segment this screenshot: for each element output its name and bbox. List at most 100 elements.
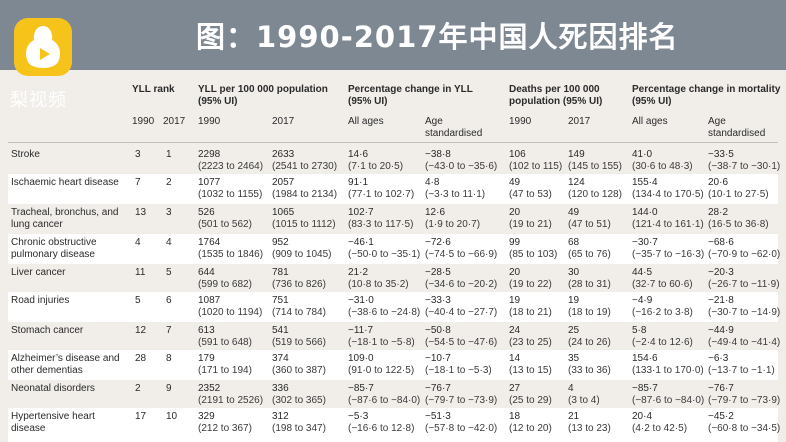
rank-cell: 12 [135, 325, 147, 336]
value: 1065 [272, 207, 295, 218]
cause-name: Road injuries [11, 295, 70, 306]
value-cell: 644 (599 to 682) [198, 267, 252, 291]
uncertainty-interval: (−2·4 to 12·6) [632, 337, 693, 348]
value-cell: −21·8 (−30·7 to −14·9) [708, 295, 780, 319]
sub-pct-yll-all: All ages [348, 116, 384, 127]
value: 2633 [272, 149, 295, 160]
value-cell: 154·6 (133·1 to 170·0) [632, 353, 704, 377]
uncertainty-interval: (−26·7 to −11·9) [708, 279, 780, 290]
value: 2298 [198, 149, 221, 160]
value: −5·3 [348, 411, 369, 422]
value-cell: 27 (25 to 29) [509, 383, 552, 407]
value: 28·2 [708, 207, 729, 218]
value: 106 [509, 149, 526, 160]
rank-cell: 7 [135, 177, 141, 188]
value-cell: 2352 (2191 to 2526) [198, 383, 263, 407]
value: 19 [568, 295, 580, 306]
value-cell: 781 (736 to 826) [272, 267, 326, 291]
value-cell: 106 (102 to 115) [509, 149, 562, 173]
uncertainty-interval: (−40·4 to −27·7) [425, 307, 498, 318]
value-cell: 35 (33 to 36) [568, 353, 611, 377]
value: 21 [568, 411, 580, 422]
uncertainty-interval: (1984 to 2134) [272, 189, 338, 200]
value: 20 [509, 267, 521, 278]
value: 374 [272, 353, 289, 364]
value: 2057 [272, 177, 295, 188]
value: 20 [509, 207, 521, 218]
value: −33·3 [425, 295, 451, 306]
rank-cell: 4 [135, 237, 141, 248]
value-cell: 1087 (1020 to 1194) [198, 295, 262, 319]
table-row: Neonatal disorders 2 9 2352 (2191 to 2526) 33… [8, 380, 780, 408]
value: 613 [198, 325, 215, 336]
value-cell: 102·7 (83·3 to 117·5) [348, 207, 413, 231]
cause-name: Chronic obstructive pulmonary disease [11, 237, 97, 260]
uncertainty-interval: (519 to 566) [272, 337, 326, 348]
value-cell: 149 (145 to 155) [568, 149, 622, 173]
cause-name: Alzheimer’s disease and other dementias [11, 353, 120, 376]
table-row: Chronic obstructive pulmonary disease 4 4 1… [8, 234, 780, 264]
value: 154·6 [632, 353, 658, 364]
uncertainty-interval: (1535 to 1846) [198, 249, 264, 260]
value: 179 [198, 353, 215, 364]
table-row: Alzheimer’s disease and other dementias 2… [8, 350, 778, 380]
uncertainty-interval: (23 to 25) [509, 337, 552, 348]
value-cell: 18 (12 to 20) [509, 411, 552, 435]
value-cell: 1065 (1015 to 1112) [272, 207, 336, 231]
rank-cell: 2 [135, 383, 141, 394]
uncertainty-interval: (2191 to 2526) [198, 395, 264, 406]
uncertainty-interval: (−87·6 to −84·0) [632, 395, 705, 406]
value-cell: 14 (13 to 15) [509, 353, 552, 377]
header-divider [8, 142, 778, 143]
value: −72·6 [425, 237, 451, 248]
uncertainty-interval: (19 to 21) [509, 219, 552, 230]
value-cell: −85·7 (−87·6 to −84·0) [348, 383, 420, 407]
uncertainty-interval: (83·3 to 117·5) [348, 219, 414, 230]
uncertainty-interval: (360 to 387) [272, 365, 326, 376]
value: 102·7 [348, 207, 374, 218]
value-cell: 329 (212 to 367) [198, 411, 252, 435]
value: 21·2 [348, 267, 369, 278]
value: 4 [568, 383, 574, 394]
value: −85·7 [632, 383, 658, 394]
value-cell: −5·3 (−16·6 to 12·8) [348, 411, 414, 435]
value: −30·7 [632, 237, 658, 248]
value-cell: −76·7 (−79·7 to −73·9) [708, 383, 780, 407]
value-cell: −38·8 (−43·0 to −35·6) [425, 149, 497, 173]
rank-cell: 4 [166, 237, 172, 248]
table-row: Stomach cancer 12 7 613 (591 to 648) 541 (519 … [8, 322, 781, 350]
table-row: Liver cancer 11 5 644 (599 to 682) 781 (736 to… [8, 264, 780, 292]
value-cell: 41·0 (30·6 to 48·3) [632, 149, 693, 173]
sub-pct-mort-age: Age standardised [708, 116, 766, 139]
value: 149 [568, 149, 585, 160]
value: 336 [272, 383, 289, 394]
uncertainty-interval: (−13·7 to −1·1) [708, 365, 775, 376]
table-row: Hypertensive heart disease 17 10 329 (212 to… [8, 408, 780, 442]
value: 27 [509, 383, 521, 394]
value-cell: 613 (591 to 648) [198, 325, 252, 349]
logo-wordmark: 梨视频 [10, 90, 67, 111]
uncertainty-interval: (−35·7 to −16·3) [632, 249, 705, 260]
value: −68·6 [708, 237, 734, 248]
value-cell: 20 (19 to 22) [509, 267, 552, 291]
value: 1077 [198, 177, 221, 188]
uncertainty-interval: (4·2 to 42·5) [632, 423, 688, 434]
value: 49 [568, 207, 580, 218]
sub-deaths-1990: 1990 [509, 116, 532, 127]
value-cell: −33·5 (−38·7 to −30·1) [708, 149, 780, 173]
rank-cell: 8 [166, 353, 172, 364]
rank-cell: 9 [166, 383, 172, 394]
value-cell: −33·3 (−40·4 to −27·7) [425, 295, 497, 319]
uncertainty-interval: (−16·2 to 3·8) [632, 307, 693, 318]
header-pct-yll: Percentage change in YLL (95% UI) [348, 84, 473, 107]
value-cell: 1764 (1535 to 1846) [198, 237, 263, 261]
uncertainty-interval: (7·1 to 20·5) [348, 161, 404, 172]
value: 541 [272, 325, 289, 336]
uncertainty-interval: (47 to 53) [509, 189, 552, 200]
uncertainty-interval: (501 to 562) [198, 219, 252, 230]
value: 1087 [198, 295, 221, 306]
rank-cell: 10 [166, 411, 178, 422]
uncertainty-interval: (−49·4 to −41·4) [708, 337, 781, 348]
uncertainty-interval: (19 to 22) [509, 279, 552, 290]
value-cell: 336 (302 to 365) [272, 383, 326, 407]
